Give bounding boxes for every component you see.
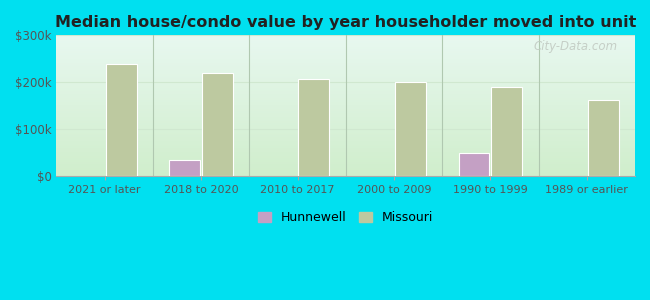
Bar — [202, 73, 233, 176]
Title: Median house/condo value by year householder moved into unit: Median house/condo value by year househo… — [55, 15, 636, 30]
Legend: Hunnewell, Missouri: Hunnewell, Missouri — [254, 206, 438, 229]
Bar — [588, 100, 619, 176]
Bar — [458, 153, 489, 176]
Bar — [106, 64, 136, 176]
Bar — [298, 79, 330, 176]
Bar — [169, 160, 200, 176]
Text: City-Data.com: City-Data.com — [534, 40, 618, 52]
Bar — [395, 82, 426, 176]
Bar — [491, 87, 522, 176]
